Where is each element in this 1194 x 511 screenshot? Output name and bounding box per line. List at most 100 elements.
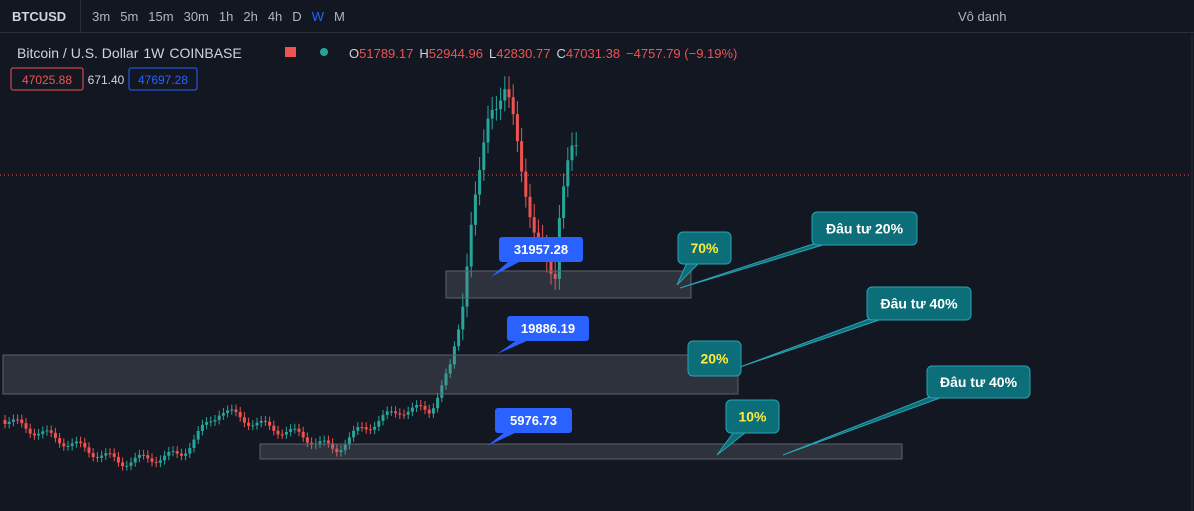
candle — [221, 413, 225, 416]
candle — [385, 411, 389, 415]
legend: Bitcoin / U.S. Dollar 1W COINBASE O51789.17… — [10, 45, 737, 91]
candle — [549, 261, 553, 274]
candle — [242, 417, 246, 423]
candle — [490, 109, 494, 119]
ohlc-label: H — [419, 46, 428, 61]
candle — [293, 428, 297, 430]
toolbar: BTCUSD 3m 5m 15m 30m 1h 2h 4h D W M Vô danh — [0, 0, 1194, 33]
candle — [32, 433, 36, 436]
candle — [133, 457, 137, 463]
candle — [108, 453, 112, 455]
candle — [574, 145, 578, 147]
change: −4757.79 (−9.19%) — [626, 46, 737, 61]
interval[interactable]: 5m — [120, 8, 139, 24]
candle — [305, 437, 309, 443]
interval[interactable]: 15m — [148, 8, 174, 24]
callout-text: Đâu tư 40% — [940, 374, 1018, 390]
interval[interactable]: 4h — [267, 8, 283, 24]
candle — [28, 428, 32, 434]
candle — [469, 224, 473, 267]
candle — [448, 364, 452, 374]
candle — [511, 97, 515, 115]
candle — [45, 430, 49, 432]
candle — [188, 447, 192, 454]
candle — [444, 373, 448, 386]
candle — [419, 405, 423, 407]
symbol[interactable]: BTCUSD — [0, 0, 82, 33]
price-box-text: 47025.88 — [22, 73, 72, 87]
candle — [478, 170, 482, 195]
candle — [520, 141, 524, 172]
interval[interactable]: M — [333, 8, 345, 24]
candle — [331, 443, 335, 449]
candle — [100, 455, 104, 458]
price-box — [10, 67, 84, 91]
candle — [234, 409, 238, 413]
callout — [811, 211, 918, 246]
label-tail — [497, 340, 529, 354]
candle — [116, 456, 120, 463]
ohlc-label: C — [556, 46, 565, 61]
candle — [125, 465, 129, 467]
price-box — [128, 67, 198, 91]
candle — [154, 461, 158, 463]
candle — [436, 397, 440, 409]
candle — [461, 306, 465, 330]
callout-text: Đâu tư 40% — [880, 296, 958, 312]
candle — [562, 186, 566, 218]
candle — [129, 462, 133, 466]
candle — [457, 329, 461, 347]
candle — [112, 453, 116, 457]
candle — [532, 217, 536, 233]
candle — [37, 433, 41, 436]
legend-part: COINBASE — [169, 45, 241, 61]
candle — [259, 420, 263, 423]
status — [320, 48, 328, 56]
layout-name[interactable]: Vô danh — [958, 9, 1007, 24]
candle — [566, 160, 570, 187]
callout-text: 20% — [700, 351, 729, 367]
candle — [146, 455, 150, 459]
candle — [381, 414, 385, 421]
interval[interactable]: W — [311, 8, 324, 24]
callout-text: Đâu tư 20% — [826, 221, 904, 237]
interval[interactable]: 3m — [92, 8, 111, 24]
candle — [41, 431, 45, 434]
candle — [196, 430, 200, 440]
candle — [339, 450, 343, 453]
interval[interactable]: 2h — [243, 8, 258, 24]
candle — [410, 407, 414, 412]
interval[interactable]: 1h — [218, 8, 234, 24]
candle — [272, 425, 276, 431]
candle — [326, 440, 330, 444]
candle — [150, 458, 154, 462]
legend-title: Bitcoin / U.S. Dollar 1W COINBASE — [17, 45, 242, 61]
candle — [175, 451, 179, 454]
ohlc-value: 42830.77 — [496, 46, 550, 61]
candle — [427, 409, 431, 414]
candle — [322, 440, 326, 442]
candle — [167, 451, 171, 456]
candle — [104, 453, 108, 456]
price-label-text: 5976.73 — [510, 413, 557, 428]
candle — [163, 455, 167, 461]
callout — [677, 231, 732, 265]
price-label — [499, 237, 583, 262]
candle — [91, 453, 95, 458]
callout-text: 70% — [690, 240, 719, 256]
candle — [406, 411, 410, 415]
candle — [352, 430, 356, 438]
interval[interactable]: 30m — [183, 8, 209, 24]
annotations: 31957.28 19886.19 5976.73 70% 20% 10% Đâu tư 2… — [2, 211, 1031, 460]
interval[interactable]: D — [292, 8, 302, 24]
candle — [251, 425, 255, 427]
candle — [230, 409, 234, 411]
candle — [200, 424, 204, 431]
candle — [209, 421, 213, 423]
legend-part: 1W — [143, 45, 165, 61]
intervals: 3m 5m 15m 30m 1h 2h 4h D W M — [81, 9, 350, 24]
candle — [356, 427, 360, 431]
candle — [121, 462, 125, 467]
candle — [179, 453, 183, 456]
callout-tail — [739, 315, 892, 368]
